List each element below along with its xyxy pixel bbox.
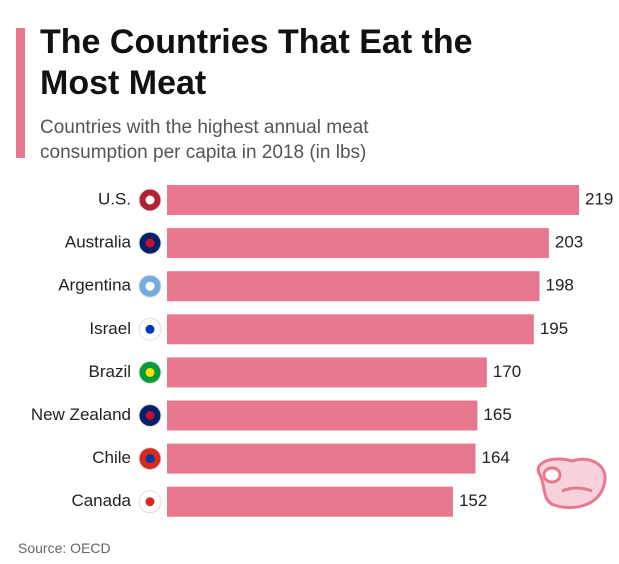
- meat-icon: [536, 457, 607, 509]
- value-label: 195: [540, 319, 568, 338]
- bar: [167, 314, 534, 345]
- category-label: Argentina: [58, 276, 131, 295]
- bar: [167, 185, 579, 215]
- value-label: 203: [555, 233, 583, 252]
- chart-title: The Countries That Eat the Most Meat: [40, 23, 473, 102]
- value-label: 165: [483, 405, 511, 424]
- flag-detail: [145, 238, 155, 248]
- source-note: Source: OECD: [18, 540, 111, 556]
- flag-detail: [145, 497, 155, 507]
- value-label: 164: [482, 448, 510, 467]
- flag-detail: [145, 281, 155, 291]
- category-label: Canada: [71, 491, 131, 510]
- category-label: New Zealand: [31, 405, 131, 424]
- category-label: Australia: [65, 233, 132, 252]
- flag-detail: [145, 195, 155, 205]
- flag-detail: [145, 367, 155, 377]
- bar: [167, 486, 453, 517]
- chart-subtitle: Countries with the highest annual meat c…: [40, 117, 369, 163]
- flag-detail: [145, 411, 155, 420]
- bar: [167, 400, 478, 431]
- category-label: Chile: [92, 448, 131, 467]
- bar: [167, 443, 476, 474]
- category-label: U.S.: [98, 189, 131, 208]
- value-label: 219: [585, 189, 613, 208]
- value-label: 152: [459, 491, 487, 510]
- accent-bar: [16, 28, 25, 158]
- bar: [167, 271, 540, 302]
- value-label: 198: [545, 276, 573, 295]
- category-label: Israel: [89, 319, 131, 338]
- flag-detail: [145, 454, 155, 464]
- bar: [167, 357, 487, 388]
- category-label: Brazil: [88, 362, 131, 381]
- bar: [167, 228, 549, 259]
- value-label: 170: [493, 362, 521, 381]
- flag-detail: [145, 324, 155, 334]
